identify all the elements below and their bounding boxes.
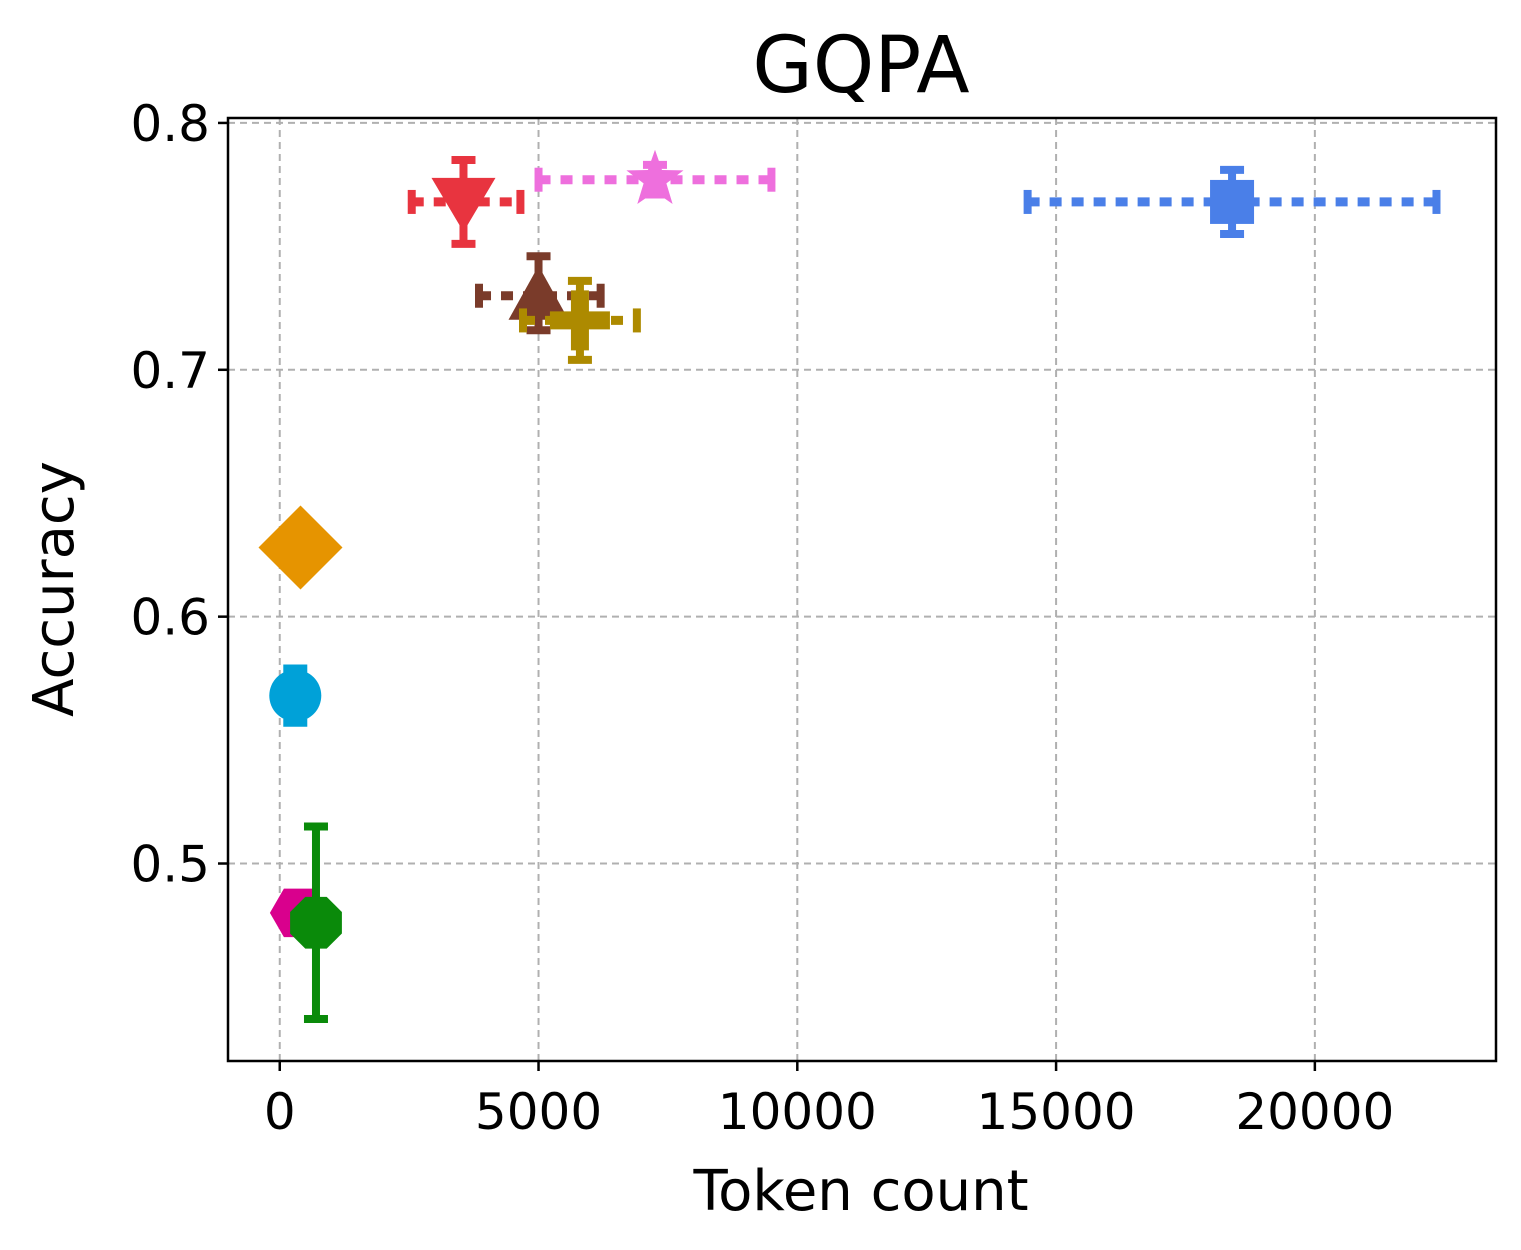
y-tick-label: 0.6 [130,589,210,647]
octagon-marker [290,896,342,949]
data-marks [258,149,1441,1024]
y-tick-label: 0.5 [130,836,210,894]
y-tick-label: 0.7 [130,342,210,400]
circle-marker [269,669,322,722]
x-tick-label: 20000 [1235,1083,1394,1141]
x-tick-label: 15000 [977,1083,1136,1141]
series-pink-star [534,149,776,204]
chart-title: GQPA [752,21,969,111]
x-tick-label: 0 [264,1083,296,1141]
series-brown-triangle-up [475,252,605,335]
series-orange-diamond [258,505,343,590]
triangle-down-marker [431,177,496,232]
series-green-octagon [290,822,342,1024]
star-marker [626,149,684,204]
x-axis-label: Token count [692,1159,1028,1224]
y-axis-label: Accuracy [22,461,87,717]
series-red-triangle-down [407,155,525,248]
ticks: 0 5000 10000 15000 20000 0.5 0.6 0.7 0.8 [130,95,1394,1141]
plot-frame [226,116,1498,1063]
x-tick-label: 10000 [718,1083,877,1141]
y-tick-label: 0.8 [130,95,210,153]
series-olive-plus [519,276,641,364]
triangle-up-marker [508,265,569,320]
grid [228,118,1496,1061]
plus-marker [549,290,610,351]
diamond-marker [258,505,343,590]
x-tick-label: 5000 [475,1083,602,1141]
series-blue-square [1023,165,1441,239]
square-marker [1210,179,1255,224]
series-cyan-circle [269,664,322,727]
